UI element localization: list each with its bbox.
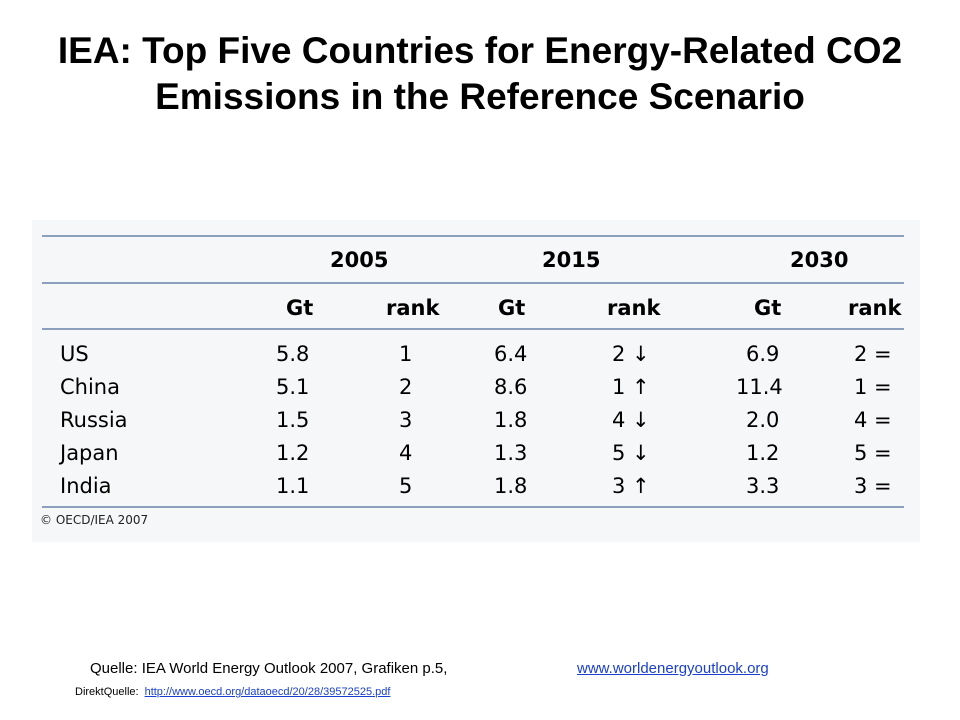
gt-2005-cell: 5.1 — [276, 375, 310, 399]
table-row: Japan 1.2 4 1.3 5 ↓ 1.2 5 = — [32, 441, 920, 475]
rank-2030-cell: 1 = — [854, 375, 892, 399]
gt-2030-cell: 6.9 — [746, 342, 780, 366]
subheader-rule — [42, 328, 904, 330]
emissions-table: 2005 2015 2030 Gt rank Gt rank Gt rank U… — [32, 220, 920, 542]
rank-2005-cell: 4 — [399, 441, 413, 465]
year-header-rule — [42, 282, 904, 284]
gt-2015-cell: 1.3 — [494, 441, 528, 465]
country-cell: Russia — [60, 408, 128, 432]
country-cell: India — [60, 474, 112, 498]
direct-label: DirektQuelle: — [75, 686, 139, 698]
gt-2015-cell: 1.8 — [494, 474, 528, 498]
rank-2030-cell: 3 = — [854, 474, 892, 498]
rank-2015-cell: 5 ↓ — [612, 441, 650, 465]
copyright-note: © OECD/IEA 2007 — [40, 513, 149, 527]
rank-2015-cell: 3 ↑ — [612, 474, 650, 498]
direct-link[interactable]: http://www.oecd.org/dataoecd/20/28/39572… — [144, 686, 391, 698]
rank-2030-cell: 2 = — [854, 342, 892, 366]
gt-2005-cell: 1.1 — [276, 474, 310, 498]
gt-2030-cell: 1.2 — [746, 441, 780, 465]
source-link[interactable]: www.worldenergyoutlook.org — [577, 660, 769, 677]
rank-2015-cell: 2 ↓ — [612, 342, 650, 366]
gt-2030-cell: 11.4 — [736, 375, 783, 399]
gt-2015-cell: 6.4 — [494, 342, 528, 366]
subheader-rank-2015: rank — [607, 296, 661, 320]
rank-2005-cell: 5 — [399, 474, 413, 498]
year-header-2030: 2030 — [790, 248, 849, 272]
gt-2005-cell: 1.5 — [276, 408, 310, 432]
subheader-rank-2030: rank — [848, 296, 902, 320]
subheader-gt-2015: Gt — [498, 296, 526, 320]
rank-2005-cell: 2 — [399, 375, 413, 399]
subheader-gt-2005: Gt — [286, 296, 314, 320]
table-row: Russia 1.5 3 1.8 4 ↓ 2.0 4 = — [32, 408, 920, 442]
rank-2030-cell: 5 = — [854, 441, 892, 465]
gt-2015-cell: 8.6 — [494, 375, 528, 399]
source-line: Quelle: IEA World Energy Outlook 2007, G… — [90, 660, 769, 677]
table-top-rule — [42, 235, 904, 237]
table-row: China 5.1 2 8.6 1 ↑ 11.4 1 = — [32, 375, 920, 409]
gt-2015-cell: 1.8 — [494, 408, 528, 432]
gt-2030-cell: 2.0 — [746, 408, 780, 432]
source-label: Quelle: IEA World Energy Outlook 2007, G… — [90, 660, 448, 677]
country-cell: US — [60, 342, 89, 366]
year-header-2015: 2015 — [542, 248, 601, 272]
rank-2005-cell: 3 — [399, 408, 413, 432]
gt-2005-cell: 5.8 — [276, 342, 310, 366]
subheader-gt-2030: Gt — [754, 296, 782, 320]
year-header-2005: 2005 — [330, 248, 389, 272]
slide-title: IEA: Top Five Countries for Energy-Relat… — [57, 30, 903, 117]
country-cell: Japan — [60, 441, 119, 465]
table-row: India 1.1 5 1.8 3 ↑ 3.3 3 = — [32, 474, 920, 508]
direct-source-line: DirektQuelle: http://www.oecd.org/dataoec… — [75, 686, 390, 698]
country-cell: China — [60, 375, 120, 399]
table-bottom-rule — [42, 506, 904, 508]
gt-2030-cell: 3.3 — [746, 474, 780, 498]
subheader-rank-2005: rank — [386, 296, 440, 320]
rank-2015-cell: 1 ↑ — [612, 375, 650, 399]
gt-2005-cell: 1.2 — [276, 441, 310, 465]
table-row: US 5.8 1 6.4 2 ↓ 6.9 2 = — [32, 342, 920, 376]
rank-2005-cell: 1 — [399, 342, 413, 366]
rank-2015-cell: 4 ↓ — [612, 408, 650, 432]
rank-2030-cell: 4 = — [854, 408, 892, 432]
